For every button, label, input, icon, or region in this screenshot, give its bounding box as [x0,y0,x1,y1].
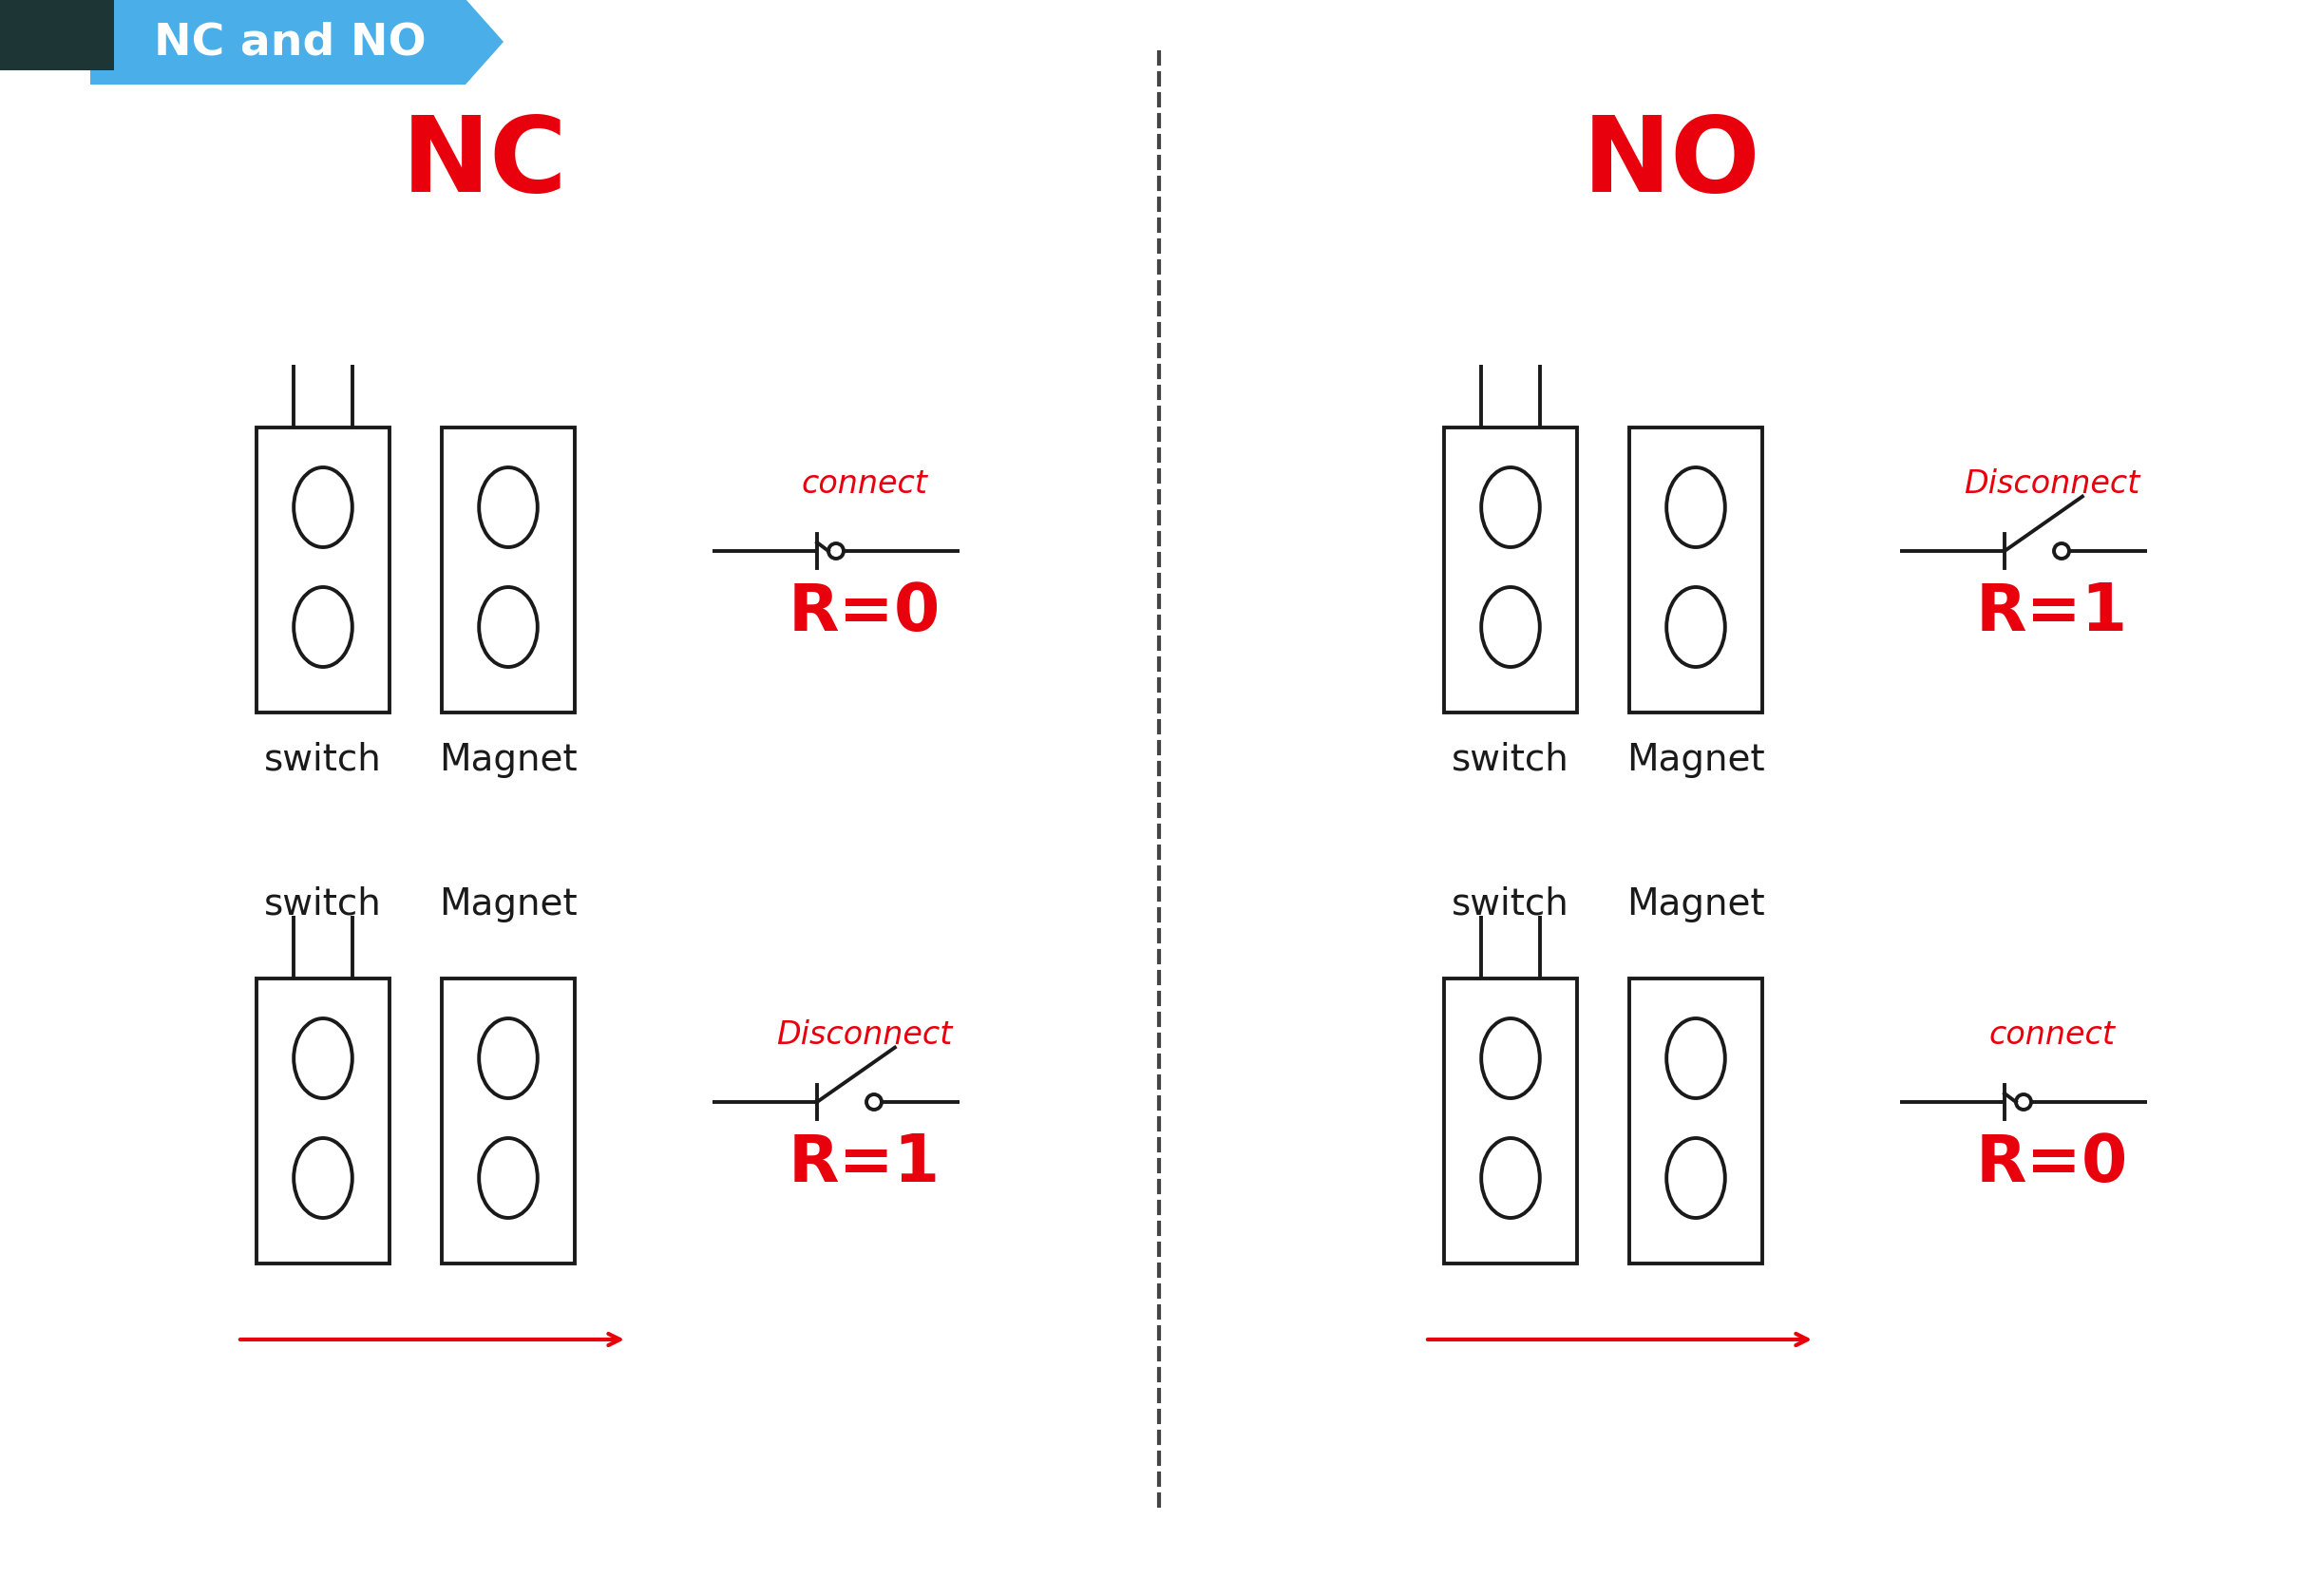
Text: NO: NO [1584,112,1760,214]
Polygon shape [0,0,114,72]
Bar [1445,428,1577,713]
Bar [1445,978,1577,1264]
Bar [441,978,575,1264]
Text: NC: NC [401,112,568,214]
Text: R=0: R=0 [1976,1132,2129,1194]
Text: Magnet: Magnet [438,886,577,922]
Text: switch: switch [1452,742,1570,777]
Text: R=1: R=1 [788,1132,942,1194]
Text: connect: connect [802,468,928,500]
Text: NC and NO: NC and NO [153,21,427,64]
Text: R=0: R=0 [788,579,942,643]
Text: Magnet: Magnet [438,742,577,777]
Bar [441,428,575,713]
Text: Magnet: Magnet [1626,886,1765,922]
Text: connect: connect [1990,1018,2115,1050]
Text: R=1: R=1 [1976,579,2129,643]
Bar [1630,978,1762,1264]
Bar [1630,428,1762,713]
Bar [257,428,390,713]
Bar [257,978,390,1264]
Text: Magnet: Magnet [1626,742,1765,777]
Text: switch: switch [1452,886,1570,922]
Polygon shape [90,0,503,86]
Text: Disconnect: Disconnect [1964,468,2140,500]
Text: switch: switch [264,742,383,777]
Text: switch: switch [264,886,383,922]
Text: Disconnect: Disconnect [777,1018,953,1050]
